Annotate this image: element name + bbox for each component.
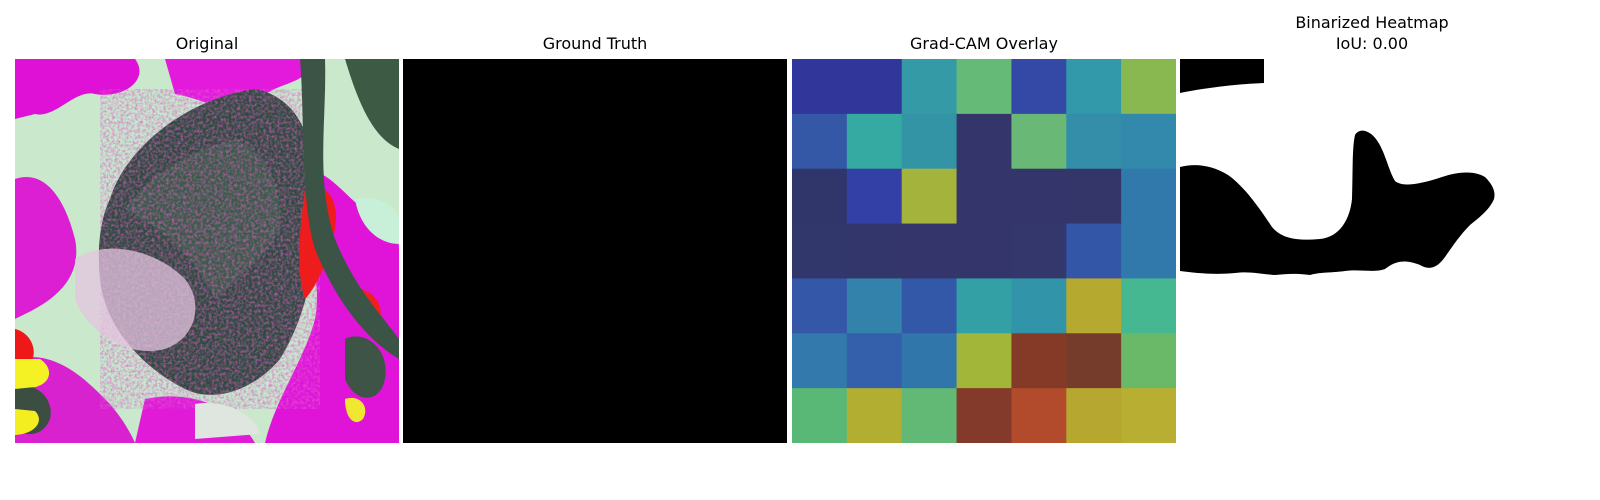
heatmap-cell-r2-c3 — [956, 168, 1012, 225]
heatmap-cell-r3-c2 — [901, 223, 958, 279]
heatmap-cell-r3-c0 — [792, 223, 848, 279]
heatmap-cell-r3-c3 — [956, 223, 1012, 279]
iou-label: IoU: 0.00 — [1335, 34, 1409, 53]
heatmap-cell-r1-c1 — [846, 113, 903, 170]
gradcam-overlay-image — [792, 59, 1176, 443]
heatmap-cell-r6-c3 — [956, 388, 1012, 443]
gradcam-heatmap-grid — [792, 59, 1176, 443]
heatmap-cell-r6-c6 — [1121, 388, 1176, 443]
heatmap-cell-r5-c1 — [846, 333, 903, 389]
panel-binarized-heatmap: Binarized Heatmap IoU: 0.00 — [1180, 0, 1564, 500]
heatmap-cell-r3-c6 — [1121, 223, 1176, 279]
heatmap-cell-r5-c3 — [956, 333, 1012, 389]
ground-truth-fill — [403, 59, 787, 443]
heatmap-cell-r0-c0 — [792, 59, 848, 115]
heatmap-cell-r6-c0 — [792, 388, 848, 443]
heatmap-cell-r4-c1 — [846, 278, 903, 334]
heatmap-cell-r6-c2 — [901, 388, 958, 443]
binarized-heatmap-image — [1180, 59, 1564, 443]
heatmap-cell-r0-c3 — [956, 59, 1012, 115]
heatmap-cell-r2-c5 — [1066, 168, 1122, 225]
heatmap-cell-r3-c5 — [1066, 223, 1122, 279]
panel-title: Binarized Heatmap — [1295, 13, 1449, 32]
heatmap-cell-r3-c4 — [1011, 223, 1067, 279]
heatmap-cell-r5-c0 — [792, 333, 848, 389]
heatmap-cell-r6-c5 — [1066, 388, 1122, 443]
heatmap-cell-r2-c2 — [901, 168, 958, 225]
heatmap-cell-r4-c5 — [1066, 278, 1122, 334]
heatmap-cell-r5-c4 — [1011, 333, 1067, 389]
heatmap-cell-r6-c1 — [846, 388, 903, 443]
ground-truth-mask — [403, 59, 787, 443]
heatmap-cell-r1-c2 — [901, 113, 958, 170]
heatmap-cell-r6-c4 — [1011, 388, 1067, 443]
panel-title: Ground Truth — [542, 34, 648, 53]
binarized-region-main — [1180, 130, 1495, 275]
binarized-heatmap-graphic — [1180, 59, 1564, 443]
heatmap-cell-r4-c4 — [1011, 278, 1067, 334]
ground-truth-graphic — [403, 59, 787, 443]
heatmap-cell-r3-c1 — [846, 223, 903, 279]
panel-gradcam-overlay: Grad-CAM Overlay — [792, 0, 1176, 500]
heatmap-cell-r5-c2 — [901, 333, 958, 389]
heatmap-cell-r1-c4 — [1011, 113, 1067, 170]
heatmap-cell-r4-c3 — [956, 278, 1012, 334]
heatmap-cell-r4-c0 — [792, 278, 848, 334]
heatmap-cell-r1-c3 — [956, 113, 1012, 170]
heatmap-cell-r0-c5 — [1066, 59, 1122, 115]
original-image — [15, 59, 399, 443]
panel-title: Grad-CAM Overlay — [910, 34, 1058, 53]
heatmap-cell-r1-c6 — [1121, 113, 1176, 170]
heatmap-cell-r4-c2 — [901, 278, 958, 334]
panel-original: Original — [15, 0, 399, 500]
heatmap-cell-r4-c6 — [1121, 278, 1176, 334]
heatmap-cell-r0-c4 — [1011, 59, 1067, 115]
panel-ground-truth: Ground Truth — [403, 0, 787, 500]
heatmap-cell-r2-c1 — [846, 168, 903, 225]
heatmap-cell-r0-c1 — [846, 59, 903, 115]
heatmap-cell-r1-c5 — [1066, 113, 1122, 170]
heatmap-cell-r5-c6 — [1121, 333, 1176, 389]
heatmap-cell-r0-c2 — [901, 59, 958, 115]
heatmap-cell-r5-c5 — [1066, 333, 1122, 389]
original-image-graphic — [15, 59, 399, 443]
heatmap-cell-r0-c6 — [1121, 59, 1176, 115]
heatmap-cell-r2-c4 — [1011, 168, 1067, 225]
heatmap-cell-r1-c0 — [792, 113, 848, 170]
binarized-region-top-left — [1180, 59, 1264, 93]
heatmap-cell-r2-c0 — [792, 168, 848, 225]
heatmap-cell-r2-c6 — [1121, 168, 1176, 225]
panel-title: Original — [175, 34, 239, 53]
